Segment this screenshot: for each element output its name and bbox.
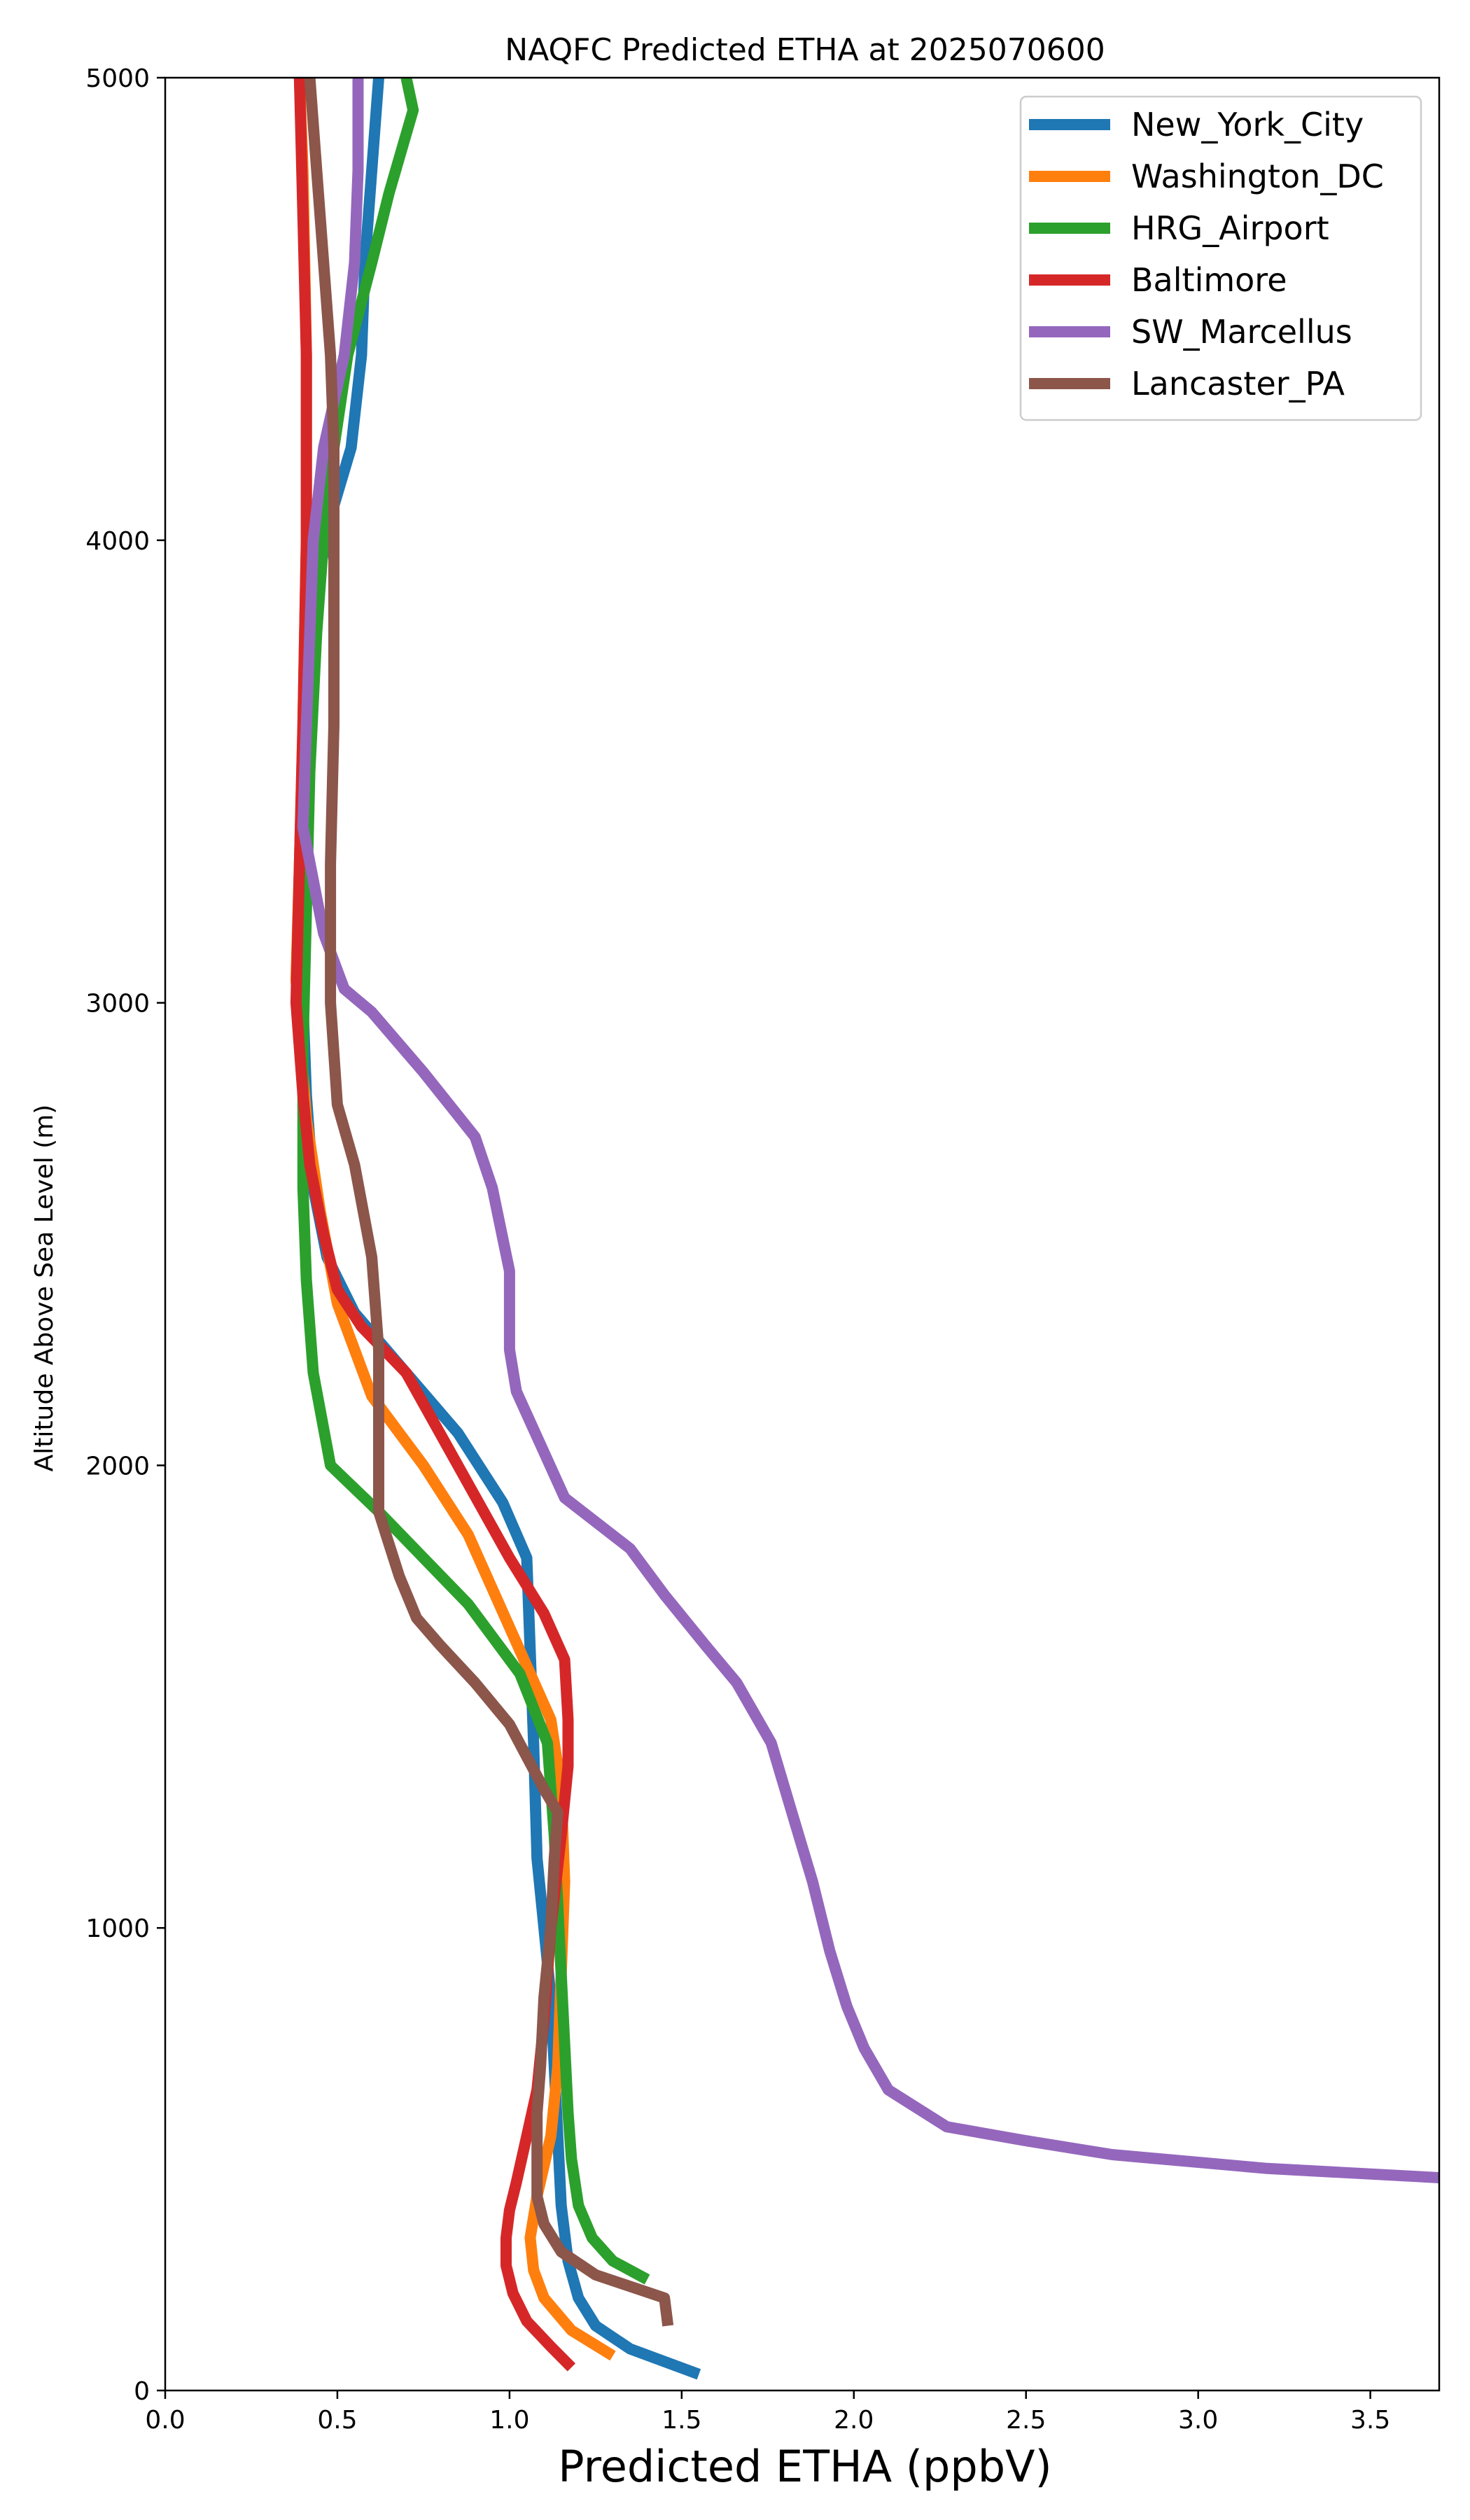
x-tick-label: 0.5: [317, 2406, 357, 2435]
chart-title: NAQFC Predicted ETHA at 2025070600: [505, 32, 1105, 68]
x-axis-label: Predicted ETHA (ppbV): [558, 2441, 1051, 2492]
x-tick-label: 2.0: [834, 2406, 874, 2435]
y-tick-label: 2000: [85, 1452, 150, 1480]
series-layer: [290, 78, 1439, 2380]
x-tick-label: 3.0: [1178, 2406, 1218, 2435]
legend-label-washington-dc: Washington_DC: [1131, 158, 1384, 195]
x-tick-label: 3.5: [1350, 2406, 1390, 2435]
y-tick-label: 5000: [85, 64, 150, 93]
legend-label-baltimore: Baltimore: [1131, 261, 1287, 299]
series-line-baltimore: [290, 78, 576, 2372]
legend-label-hrg-airport: HRG_Airport: [1131, 209, 1329, 247]
y-axis-label: Altitude Above Sea Level (m): [30, 1105, 59, 1472]
legend-label-lancaster-pa: Lancaster_PA: [1131, 365, 1345, 402]
legend-label-sw-marcellus: SW_Marcellus: [1131, 313, 1352, 351]
x-tick-label: 0.0: [145, 2406, 185, 2435]
legend: New_York_City Washington_DC HRG_Airport Bal…: [1019, 95, 1422, 421]
axes-layer: 0.0 0.5 1.0 1.5 2.0 2.5 3.0 3.5 0 1000 2000 3000 400…: [85, 64, 1441, 2435]
legend-box: [1019, 95, 1422, 421]
series-line-sw-marcellus: [297, 78, 1439, 2183]
y-tick-label: 1000: [85, 1914, 150, 1943]
y-tick-label: 0: [134, 2377, 150, 2406]
series-line-lancaster-pa: [304, 78, 674, 2327]
y-tick-label: 3000: [85, 990, 150, 1018]
x-tick-label: 2.5: [1006, 2406, 1046, 2435]
plot-frame: [164, 76, 1441, 2392]
y-tick-label: 4000: [85, 527, 150, 556]
x-tick-label: 1.5: [662, 2406, 701, 2435]
x-tick-label: 1.0: [489, 2406, 529, 2435]
legend-label-new-york-city: New_York_City: [1131, 106, 1364, 144]
